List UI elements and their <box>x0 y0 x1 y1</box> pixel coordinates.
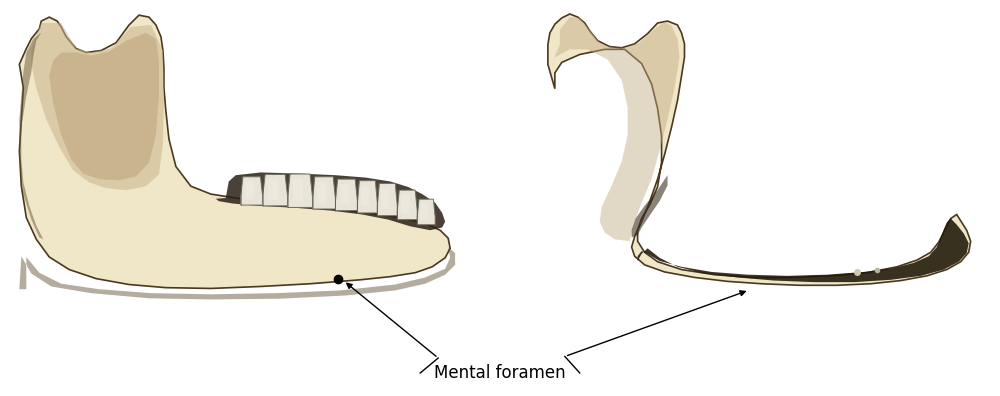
Polygon shape <box>638 219 969 282</box>
Text: Mental foramen: Mental foramen <box>434 364 566 382</box>
Polygon shape <box>268 179 278 200</box>
Polygon shape <box>19 15 450 288</box>
Polygon shape <box>401 194 409 214</box>
Polygon shape <box>288 174 313 208</box>
Polygon shape <box>31 23 164 190</box>
Polygon shape <box>313 177 335 209</box>
Polygon shape <box>417 199 435 225</box>
Polygon shape <box>216 172 445 230</box>
Polygon shape <box>241 177 263 205</box>
Polygon shape <box>552 17 680 241</box>
Polygon shape <box>245 181 254 200</box>
Polygon shape <box>49 33 159 180</box>
Polygon shape <box>357 181 377 213</box>
Polygon shape <box>317 182 326 203</box>
Polygon shape <box>397 190 417 220</box>
Polygon shape <box>421 203 428 220</box>
Polygon shape <box>632 175 668 237</box>
Polygon shape <box>293 179 303 201</box>
Polygon shape <box>340 184 349 204</box>
Polygon shape <box>381 188 389 209</box>
Polygon shape <box>548 14 971 285</box>
Polygon shape <box>361 186 369 206</box>
Polygon shape <box>19 247 455 299</box>
Polygon shape <box>263 174 288 206</box>
Polygon shape <box>377 183 397 216</box>
Polygon shape <box>19 33 43 239</box>
Polygon shape <box>335 179 357 211</box>
